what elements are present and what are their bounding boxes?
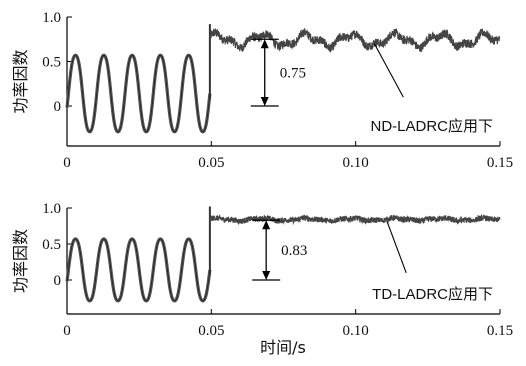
- annotation-arrowhead-up: [262, 220, 271, 230]
- annotation-pointer-line: [373, 43, 404, 98]
- y-tick-label: 0.5: [42, 55, 61, 71]
- y-tick-label: 1.0: [42, 201, 61, 217]
- panel-2: 0 0.5 1.0 0 0.05 0.10 0.15 功率因数 0.83 TD-LADRC应用下: [11, 201, 513, 339]
- x-axis-label: 时间/s: [260, 338, 306, 357]
- y-tick-label: 0.5: [42, 237, 61, 253]
- panel-1: 0 0.5 1.0 0 0.05 0.10 0.15 功率因数 0.75 ND-LADRC应用下: [11, 10, 513, 171]
- x-tick-label: 0.15: [487, 155, 513, 171]
- series-line-post: [209, 213, 501, 226]
- annotation-arrowhead-down: [262, 271, 271, 280]
- x-tick-label: 0.05: [198, 155, 224, 171]
- x-tick-label: 0.05: [198, 323, 224, 339]
- annotation-arrowhead-down: [260, 97, 269, 106]
- annotation-series-label: TD-LADRC应用下: [372, 285, 493, 303]
- y-axis-label: 功率因数: [11, 49, 30, 113]
- annotation-series-label: ND-LADRC应用下: [370, 117, 493, 135]
- y-tick-label: 0: [54, 99, 62, 115]
- x-tick-label: 0: [63, 323, 71, 339]
- y-tick-label: 0: [54, 273, 62, 289]
- annotation-arrowhead-up: [260, 39, 269, 49]
- series-line-pre: [65, 53, 212, 134]
- y-tick-label: 1.0: [42, 10, 61, 26]
- series-line-pre: [65, 237, 212, 303]
- x-tick-label: 0: [63, 155, 71, 171]
- x-tick-label: 0.10: [343, 155, 369, 171]
- annotation-value-label: 0.83: [281, 243, 307, 259]
- series-line-pre-core: [66, 54, 211, 133]
- x-tick-label: 0.10: [343, 323, 369, 339]
- series-line-pre-core: [66, 238, 211, 302]
- x-tick-label: 0.15: [487, 323, 513, 339]
- annotation-value-label: 0.75: [280, 66, 306, 82]
- y-axis-label: 功率因数: [11, 229, 30, 293]
- series-line-post: [209, 27, 501, 53]
- annotation-pointer-line: [386, 222, 407, 273]
